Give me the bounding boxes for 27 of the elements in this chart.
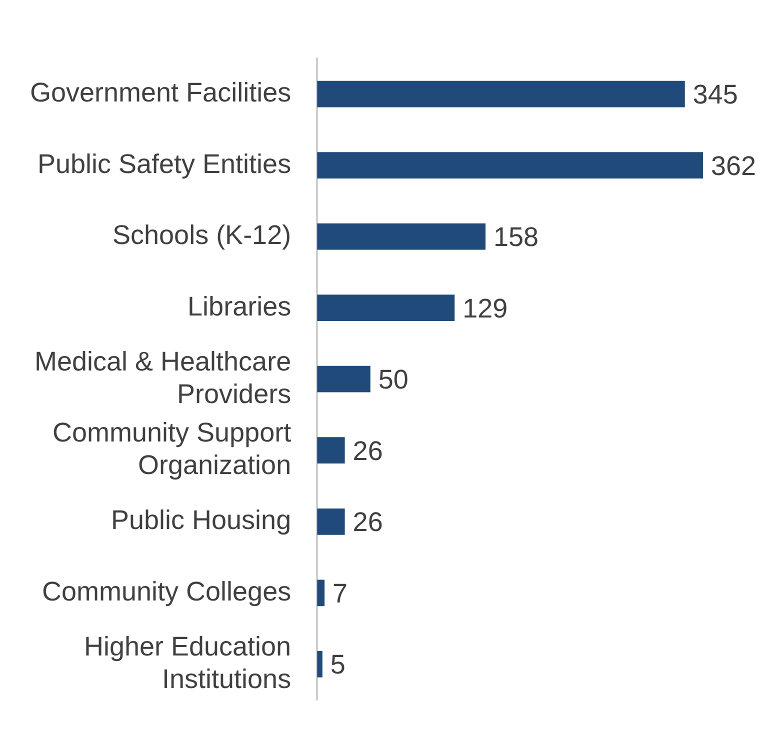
data-label: 362 (711, 150, 756, 181)
bar (317, 508, 345, 535)
y-tick-label: Medical & Healthcare Providers (34, 346, 292, 409)
bar (317, 580, 325, 606)
bar (317, 366, 370, 392)
bar (317, 437, 345, 464)
bar (317, 80, 685, 108)
bar (317, 294, 455, 322)
data-label: 158 (494, 222, 539, 252)
bar (317, 152, 703, 178)
y-tick-label: Community Colleges (42, 576, 292, 606)
y-tick-label: Community Support Organization (52, 418, 292, 480)
data-label: 26 (352, 507, 383, 538)
y-tick-label: Libraries (188, 291, 292, 322)
data-label: 129 (462, 293, 508, 324)
y-tick-label: Public Safety Entities (37, 148, 292, 179)
y-tick-label: Government Facilities (30, 77, 292, 108)
data-label: 5 (330, 650, 346, 680)
y-tick-label: Schools (K-12) (112, 220, 292, 250)
bar (317, 223, 486, 250)
bar (317, 650, 322, 678)
y-tick-label: Public Housing (110, 505, 292, 536)
data-label: 7 (332, 578, 348, 608)
data-label: 26 (352, 436, 383, 466)
y-tick-label: Higher Education Institutions (84, 631, 292, 694)
data-label: 345 (692, 79, 738, 110)
data-label: 50 (378, 364, 408, 395)
